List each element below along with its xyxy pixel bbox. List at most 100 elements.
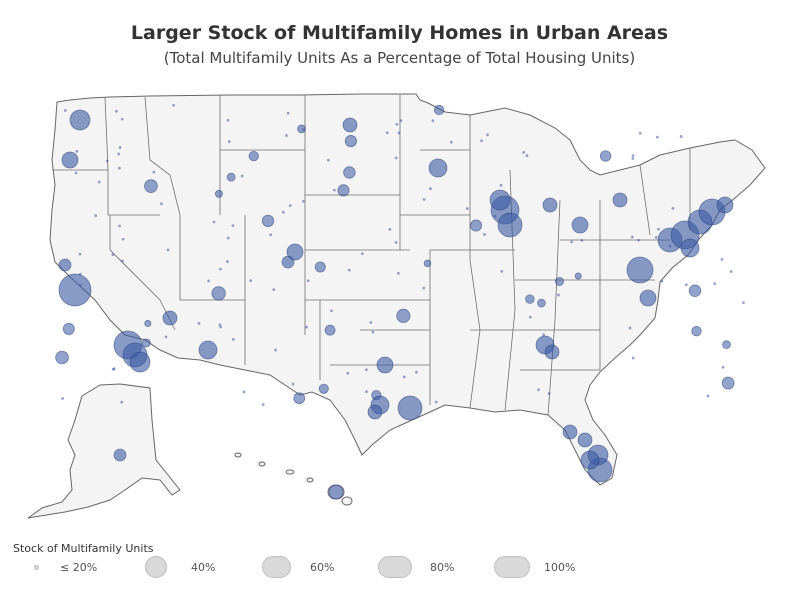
small-metro-marker bbox=[525, 154, 529, 157]
small-metro-marker bbox=[638, 131, 642, 135]
small-metro-marker bbox=[166, 248, 170, 252]
small-metro-marker bbox=[105, 159, 109, 163]
small-metro-marker bbox=[470, 219, 483, 232]
small-metro-marker bbox=[344, 135, 357, 148]
small-metro-marker bbox=[655, 135, 659, 139]
small-metro-marker bbox=[269, 233, 273, 237]
small-metro-marker bbox=[415, 370, 418, 374]
small-metro-marker bbox=[121, 259, 124, 263]
small-metro-marker bbox=[281, 210, 285, 214]
large-metro-marker bbox=[497, 212, 523, 238]
small-metro-marker bbox=[388, 227, 392, 231]
metro-markers bbox=[55, 103, 745, 500]
large-metro-marker bbox=[612, 192, 628, 208]
small-metro-marker bbox=[120, 117, 124, 121]
small-metro-marker bbox=[218, 323, 222, 327]
small-metro-marker bbox=[332, 188, 336, 192]
large-metro-marker bbox=[626, 256, 654, 284]
small-metro-marker bbox=[288, 204, 292, 208]
small-metro-marker bbox=[423, 259, 432, 268]
small-metro-marker bbox=[285, 134, 288, 137]
small-metro-marker bbox=[327, 158, 330, 162]
large-metro-marker bbox=[577, 432, 593, 448]
small-metro-marker bbox=[144, 179, 158, 193]
small-metro-marker bbox=[671, 206, 675, 210]
small-metro-marker bbox=[63, 109, 67, 112]
small-metro-marker bbox=[397, 131, 401, 135]
small-metro-marker bbox=[422, 198, 426, 201]
small-metro-marker bbox=[314, 261, 326, 273]
small-metro-marker bbox=[160, 202, 163, 206]
small-metro-marker bbox=[261, 214, 275, 228]
small-metro-marker bbox=[226, 236, 230, 240]
legend-title: Stock of Multifamily Units bbox=[13, 542, 154, 555]
small-metro-marker bbox=[402, 375, 406, 379]
legend-label-20: ≤ 20% bbox=[60, 561, 98, 574]
small-metro-marker bbox=[385, 131, 389, 135]
small-metro-marker bbox=[324, 324, 336, 336]
small-metro-marker bbox=[721, 376, 735, 390]
small-metro-marker bbox=[286, 111, 290, 115]
small-metro-marker bbox=[232, 337, 235, 341]
small-metro-marker bbox=[274, 348, 277, 352]
small-metro-marker bbox=[429, 187, 432, 191]
large-metro-marker bbox=[69, 109, 91, 131]
small-metro-marker bbox=[172, 103, 175, 107]
small-metro-marker bbox=[293, 392, 306, 405]
small-metro-marker bbox=[525, 294, 535, 304]
small-metro-marker bbox=[291, 382, 295, 386]
large-metro-marker bbox=[680, 238, 700, 258]
small-metro-marker bbox=[305, 325, 308, 329]
large-metro-marker bbox=[58, 258, 72, 272]
large-metro-marker bbox=[716, 196, 734, 214]
legend-symbol-80 bbox=[378, 556, 412, 578]
small-metro-marker bbox=[394, 156, 398, 160]
region-borders bbox=[52, 95, 691, 416]
small-metro-marker bbox=[121, 237, 125, 241]
small-metro-marker bbox=[542, 333, 545, 337]
large-metro-marker bbox=[342, 117, 358, 133]
small-metro-marker bbox=[164, 335, 168, 339]
small-metro-marker bbox=[249, 279, 253, 283]
small-metro-marker bbox=[240, 174, 244, 178]
small-metro-marker bbox=[369, 321, 373, 324]
small-metro-marker bbox=[630, 235, 634, 239]
small-metro-marker bbox=[528, 315, 532, 319]
contiguous-us-outline bbox=[49, 93, 766, 486]
small-metro-marker bbox=[111, 367, 115, 371]
small-metro-marker bbox=[117, 152, 121, 156]
small-metro-marker bbox=[343, 166, 356, 179]
large-metro-marker bbox=[367, 404, 383, 420]
small-metro-marker bbox=[118, 224, 121, 228]
small-metro-marker bbox=[729, 270, 733, 273]
small-metro-marker bbox=[219, 325, 223, 329]
small-metro-marker bbox=[631, 157, 635, 160]
small-metro-marker bbox=[394, 241, 398, 244]
small-metro-marker bbox=[480, 139, 483, 143]
small-metro-marker bbox=[226, 172, 236, 182]
small-metro-marker bbox=[722, 340, 731, 349]
small-metro-marker bbox=[227, 140, 231, 144]
page-subtitle: (Total Multifamily Units As a Percentage… bbox=[163, 49, 636, 67]
small-metro-marker bbox=[574, 272, 582, 280]
small-metro-marker bbox=[144, 320, 152, 328]
small-metro-marker bbox=[422, 286, 426, 290]
small-metro-marker bbox=[557, 293, 560, 297]
legend-symbol-20 bbox=[34, 565, 39, 570]
small-metro-marker bbox=[118, 146, 122, 149]
legend-symbol-100 bbox=[494, 556, 530, 578]
large-metro-marker bbox=[281, 255, 295, 269]
small-metro-marker bbox=[364, 368, 368, 372]
small-metro-marker bbox=[272, 288, 276, 292]
small-metro-marker bbox=[660, 279, 664, 283]
alaska-outline bbox=[27, 383, 181, 519]
small-metro-marker bbox=[337, 184, 350, 197]
small-metro-marker bbox=[306, 279, 310, 283]
small-metro-marker bbox=[395, 122, 399, 126]
small-metro-marker bbox=[449, 140, 453, 144]
small-metro-marker bbox=[570, 240, 574, 244]
small-metro-marker bbox=[301, 199, 305, 203]
small-metro-marker bbox=[631, 356, 635, 360]
large-metro-marker bbox=[113, 448, 127, 462]
small-metro-marker bbox=[465, 207, 469, 210]
